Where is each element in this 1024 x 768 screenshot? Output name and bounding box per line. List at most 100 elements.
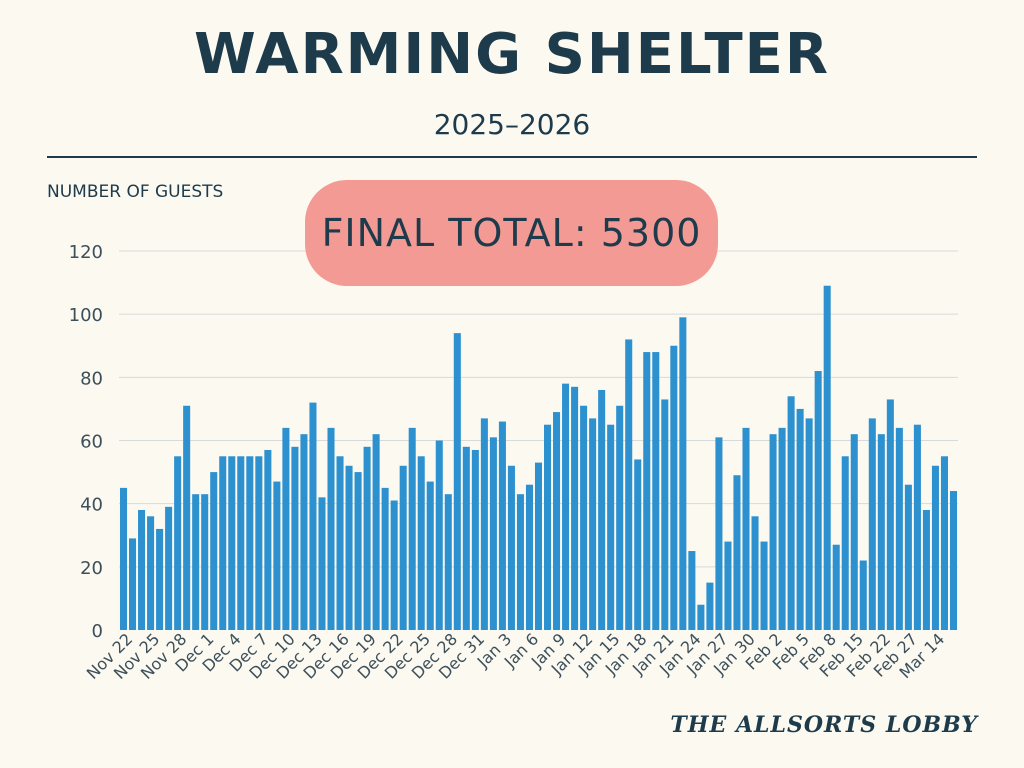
bar	[462, 446, 470, 630]
bar	[706, 582, 714, 630]
bar	[949, 491, 958, 630]
bar	[381, 487, 389, 630]
bar	[616, 405, 624, 630]
bar	[814, 371, 822, 630]
bar	[534, 462, 543, 630]
bar	[399, 465, 407, 630]
y-tick-label: 120	[69, 242, 103, 263]
bar	[634, 459, 642, 630]
chart-title: WARMING SHELTER	[193, 22, 831, 87]
bar	[453, 333, 461, 630]
y-axis-ticks: 0 20 40 60 80 100 120	[69, 242, 103, 642]
bar	[679, 317, 687, 630]
bar	[733, 475, 741, 630]
bar	[598, 389, 606, 630]
bar	[580, 405, 588, 630]
bar	[327, 427, 335, 630]
bar	[417, 456, 425, 630]
bar	[823, 285, 831, 630]
bar	[183, 405, 191, 630]
bar	[922, 509, 930, 630]
bar	[354, 472, 362, 630]
bar	[318, 497, 326, 630]
brand-footer: THE ALLSORTS LOBBY	[670, 712, 978, 738]
bar	[697, 604, 705, 630]
bar	[886, 399, 894, 630]
bar	[652, 352, 660, 630]
bar	[435, 440, 443, 630]
bar	[345, 465, 353, 630]
bar	[832, 544, 840, 630]
bar	[607, 424, 615, 630]
bar	[859, 560, 867, 630]
bar	[246, 456, 254, 630]
bar	[273, 481, 281, 630]
bar	[931, 465, 939, 630]
bar	[489, 437, 497, 630]
bar	[661, 399, 669, 630]
bar	[805, 418, 813, 630]
bar	[390, 500, 398, 630]
bar-series	[119, 285, 958, 630]
y-axis-label: NUMBER OF GUESTS	[47, 182, 224, 202]
bar	[210, 472, 218, 630]
bar	[219, 456, 227, 630]
bar	[769, 434, 777, 630]
y-tick-label: 100	[69, 305, 103, 326]
y-tick-label: 60	[80, 432, 103, 453]
bar	[471, 449, 479, 630]
bar	[544, 424, 552, 630]
bar	[480, 418, 488, 630]
bar	[778, 427, 786, 630]
bar	[895, 427, 903, 630]
y-tick-label: 80	[80, 368, 103, 389]
bar	[138, 509, 146, 630]
chart-subtitle: 2025–2026	[433, 108, 591, 141]
y-tick-label: 40	[80, 495, 103, 516]
bar	[147, 516, 155, 630]
bar	[516, 494, 524, 630]
bar	[444, 494, 452, 630]
bar	[913, 424, 921, 630]
bar	[408, 427, 416, 630]
bar	[264, 449, 272, 630]
bar	[688, 551, 696, 630]
bar	[165, 506, 173, 630]
bar	[300, 434, 308, 630]
bar	[868, 418, 876, 630]
bar	[940, 456, 948, 630]
bar	[850, 434, 858, 630]
bar	[841, 456, 849, 630]
bar	[156, 528, 164, 630]
bar	[363, 446, 371, 630]
bar	[625, 339, 633, 630]
bar	[787, 396, 795, 630]
bar	[724, 541, 732, 630]
bar	[715, 437, 723, 630]
bar	[751, 516, 759, 630]
bar	[670, 345, 678, 630]
y-tick-label: 20	[80, 558, 103, 579]
bar	[877, 434, 885, 630]
bar	[201, 494, 209, 630]
bar	[174, 456, 182, 630]
bar	[760, 541, 768, 630]
title-divider	[47, 156, 977, 158]
bar	[192, 494, 200, 630]
bar	[336, 456, 344, 630]
bar	[796, 408, 804, 630]
bar	[291, 446, 299, 630]
bar	[426, 481, 434, 630]
bar	[498, 421, 506, 630]
bar	[282, 427, 290, 630]
bar	[507, 465, 515, 630]
bar	[742, 427, 750, 630]
bar	[119, 487, 128, 630]
bar	[309, 402, 317, 630]
y-tick-label: 0	[92, 621, 103, 642]
bar	[589, 418, 597, 630]
bar	[643, 352, 651, 630]
bar	[904, 484, 912, 630]
